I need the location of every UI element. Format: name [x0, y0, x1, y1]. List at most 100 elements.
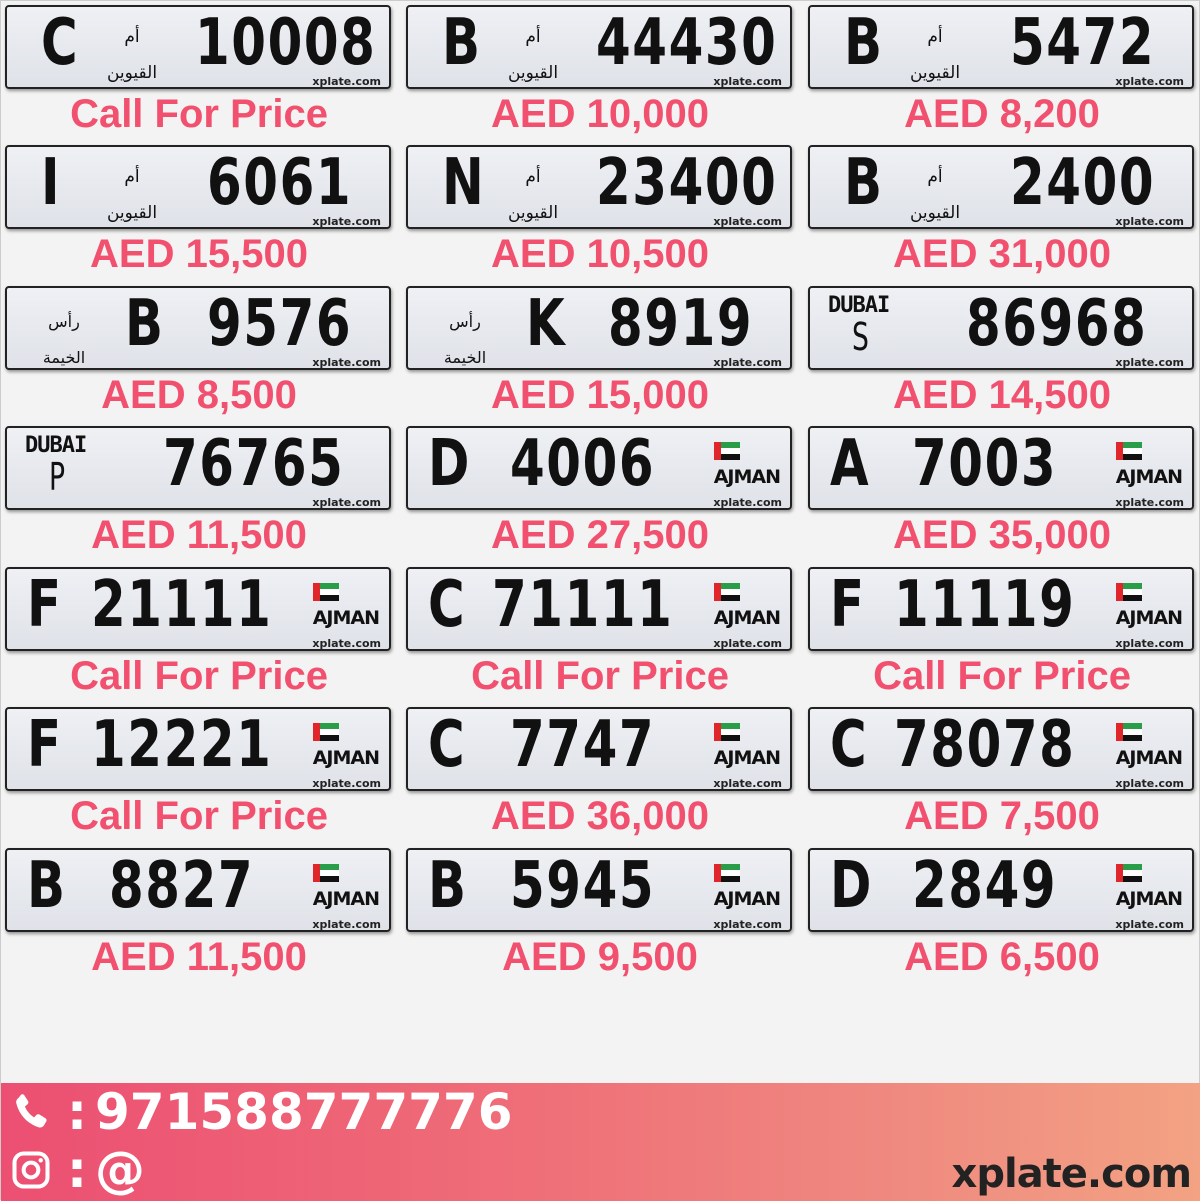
plate-price: AED 9,500 — [502, 935, 698, 979]
ajman-label: AJMAN — [713, 888, 781, 910]
plate-watermark: xplate.com — [312, 918, 381, 931]
uae-flag-icon — [1116, 583, 1142, 601]
plate-listing[interactable]: رأس الخيمة B 9576 xplate.com AED 8,500 — [5, 286, 393, 427]
plate-code: K — [526, 287, 567, 361]
instagram-line: : @ — [9, 1143, 145, 1197]
flag-stripe — [721, 723, 740, 729]
instagram-handle[interactable]: @ — [95, 1141, 145, 1199]
flag-stripe — [320, 723, 339, 729]
phone-icon — [16, 1094, 47, 1128]
plate-listing[interactable]: DUBAI S 86968 xplate.com AED 14,500 — [808, 286, 1196, 427]
plate-watermark: xplate.com — [1115, 496, 1184, 509]
flag-red — [1116, 442, 1123, 460]
flag-stripes — [721, 442, 740, 460]
plate-listing[interactable]: B 5945 AJMAN xplate.com AED 9,500 — [406, 848, 794, 989]
uae-flag-icon — [313, 864, 339, 882]
rak-emblem: رأس الخيمة — [25, 304, 103, 368]
plate-code: B — [428, 849, 468, 923]
plate-code: B — [125, 287, 165, 361]
plate-watermark: xplate.com — [1115, 918, 1184, 931]
plate-code: F — [27, 708, 63, 782]
uaq-emblem: أم القيوينUMM AL QUWAIN — [904, 19, 966, 87]
flag-stripe — [721, 595, 740, 601]
site-name[interactable]: xplate.com — [951, 1151, 1192, 1197]
plate-price: Call For Price — [70, 654, 328, 698]
plate-listing[interactable]: B 8827 AJMAN xplate.com AED 11,500 — [5, 848, 393, 989]
phone-number[interactable]: 971588777776 — [95, 1083, 513, 1141]
phone-line: : 971588777776 — [9, 1085, 512, 1139]
uae-flag-icon — [714, 723, 740, 741]
plate-number: 7747 — [510, 708, 656, 782]
flag-stripe — [721, 589, 740, 595]
uaq-emblem: أم القيوينUMM AL QUWAIN — [101, 159, 163, 227]
license-plate: A 7003 AJMAN xplate.com — [808, 426, 1194, 510]
flag-stripe — [320, 583, 339, 589]
plate-listing[interactable]: F 12221 AJMAN xplate.com Call For Price — [5, 707, 393, 848]
flag-stripe — [1123, 870, 1142, 876]
flag-red — [313, 723, 320, 741]
plate-price: AED 35,000 — [893, 513, 1111, 557]
plate-watermark: xplate.com — [713, 918, 782, 931]
flag-stripe — [320, 729, 339, 735]
plate-price: AED 10,000 — [491, 92, 709, 136]
plate-price: AED 14,500 — [893, 373, 1111, 417]
license-plate: F 11119 AJMAN xplate.com — [808, 567, 1194, 651]
flag-stripe — [721, 864, 740, 870]
dubai-label: DUBAI — [828, 293, 890, 318]
plate-watermark: xplate.com — [1115, 215, 1184, 228]
plate-price: AED 11,500 — [91, 513, 307, 557]
plate-listing[interactable]: DUBAI P 76765 xplate.com AED 11,500 — [5, 426, 393, 567]
license-plate: رأس الخيمة B 9576 xplate.com — [5, 286, 391, 370]
emblem-arabic: أم القيوين — [909, 27, 961, 83]
plate-price: AED 8,200 — [904, 92, 1100, 136]
plate-number: 78078 — [894, 708, 1076, 782]
plate-listing[interactable]: F 21111 AJMAN xplate.com Call For Price — [5, 567, 393, 708]
plate-listing[interactable]: A 7003 AJMAN xplate.com AED 35,000 — [808, 426, 1196, 567]
uaq-emblem: أم القيوينUMM AL QUWAIN — [101, 19, 163, 87]
plate-price: Call For Price — [70, 794, 328, 838]
flag-stripe — [1123, 589, 1142, 595]
plate-code: F — [830, 568, 866, 642]
plate-code: B — [844, 146, 884, 220]
plate-listing[interactable]: D 2849 AJMAN xplate.com AED 6,500 — [808, 848, 1196, 989]
license-plate: C 78078 AJMAN xplate.com — [808, 707, 1194, 791]
flag-stripe — [320, 864, 339, 870]
plate-code: F — [27, 568, 63, 642]
plate-listing[interactable]: C 7747 AJMAN xplate.com AED 36,000 — [406, 707, 794, 848]
plate-listing[interactable]: رأس الخيمة K 8919 xplate.com AED 15,000 — [406, 286, 794, 427]
plate-number: 21111 — [91, 568, 273, 642]
plate-number: 4006 — [510, 427, 656, 501]
plate-code: C — [830, 708, 869, 782]
flag-stripe — [1123, 448, 1142, 454]
flag-stripe — [721, 448, 740, 454]
uae-flag-icon — [1116, 723, 1142, 741]
plate-number: 6061 — [207, 146, 353, 220]
plate-listing[interactable]: D 4006 AJMAN xplate.com AED 27,500 — [406, 426, 794, 567]
ajman-label: AJMAN — [1115, 747, 1183, 769]
plate-code: C — [428, 568, 467, 642]
ajman-label: AJMAN — [312, 888, 380, 910]
license-plate: DUBAI S 86968 xplate.com — [808, 286, 1194, 370]
instagram-separator: : — [67, 1141, 87, 1199]
flag-red — [714, 583, 721, 601]
plate-watermark: xplate.com — [713, 215, 782, 228]
flag-stripe — [1123, 735, 1142, 741]
flag-red — [1116, 583, 1123, 601]
plate-watermark: xplate.com — [713, 496, 782, 509]
plate-price: Call For Price — [873, 654, 1131, 698]
flag-stripe — [1123, 864, 1142, 870]
plate-listing[interactable]: F 11119 AJMAN xplate.com Call For Price — [808, 567, 1196, 708]
plate-listing[interactable]: C 78078 AJMAN xplate.com AED 7,500 — [808, 707, 1196, 848]
plate-code: C — [41, 6, 80, 80]
flag-stripes — [320, 864, 339, 882]
plate-listing[interactable]: Cأم القيوينUMM AL QUWAIN10008xplate.comC… — [5, 5, 393, 146]
plate-listing[interactable]: C 71111 AJMAN xplate.com Call For Price — [406, 567, 794, 708]
